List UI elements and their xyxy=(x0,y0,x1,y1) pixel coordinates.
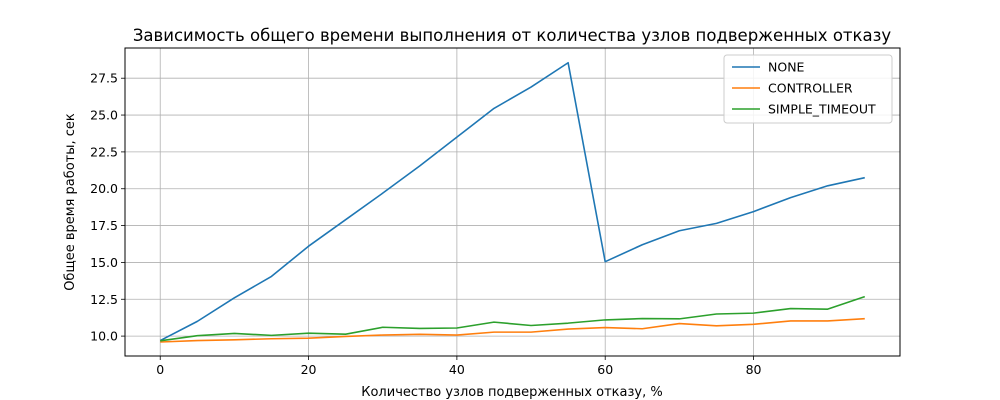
y-tick-label: 22.5 xyxy=(90,144,118,159)
series-line-none xyxy=(159,61,865,342)
x-axis-label: Количество узлов подверженных отказу, % xyxy=(361,385,662,400)
x-tick-label: 60 xyxy=(597,362,613,377)
y-tick-label: 15.0 xyxy=(90,255,118,270)
x-tick-label: 20 xyxy=(301,362,317,377)
legend-label-simple-timeout: SIMPLE_TIMEOUT xyxy=(768,102,876,117)
y-tick-label: 17.5 xyxy=(90,218,118,233)
legend-label-controller: CONTROLLER xyxy=(768,81,853,96)
y-tick-label: 10.0 xyxy=(90,329,118,344)
y-tick-label: 20.0 xyxy=(90,181,118,196)
y-axis-ticks: 10.0 12.5 15.0 17.5 20.0 22.5 25.0 27.5 xyxy=(90,71,125,344)
x-axis-ticks: 0 20 40 60 80 xyxy=(156,356,762,377)
x-tick-label: 40 xyxy=(449,362,465,377)
y-tick-label: 27.5 xyxy=(90,71,118,86)
series-line-controller xyxy=(160,317,865,343)
legend-box xyxy=(723,54,893,124)
x-tick-label: 80 xyxy=(746,362,762,377)
chart-title: Зависимость общего времени выполнения от… xyxy=(133,26,892,45)
x-tick-label: 0 xyxy=(156,362,164,377)
y-tick-label: 12.5 xyxy=(90,292,118,307)
legend-label-none: NONE xyxy=(768,60,805,75)
y-tick-label: 25.0 xyxy=(90,108,118,123)
legend: NONE CONTROLLER SIMPLE_TIMEOUT xyxy=(723,54,893,124)
grid-lines xyxy=(125,48,900,356)
plot-frame xyxy=(124,47,901,357)
series-line-simple-timeout xyxy=(160,295,866,342)
plot-lines xyxy=(159,61,866,343)
y-axis-label: Общее время работы, сек xyxy=(63,113,78,291)
